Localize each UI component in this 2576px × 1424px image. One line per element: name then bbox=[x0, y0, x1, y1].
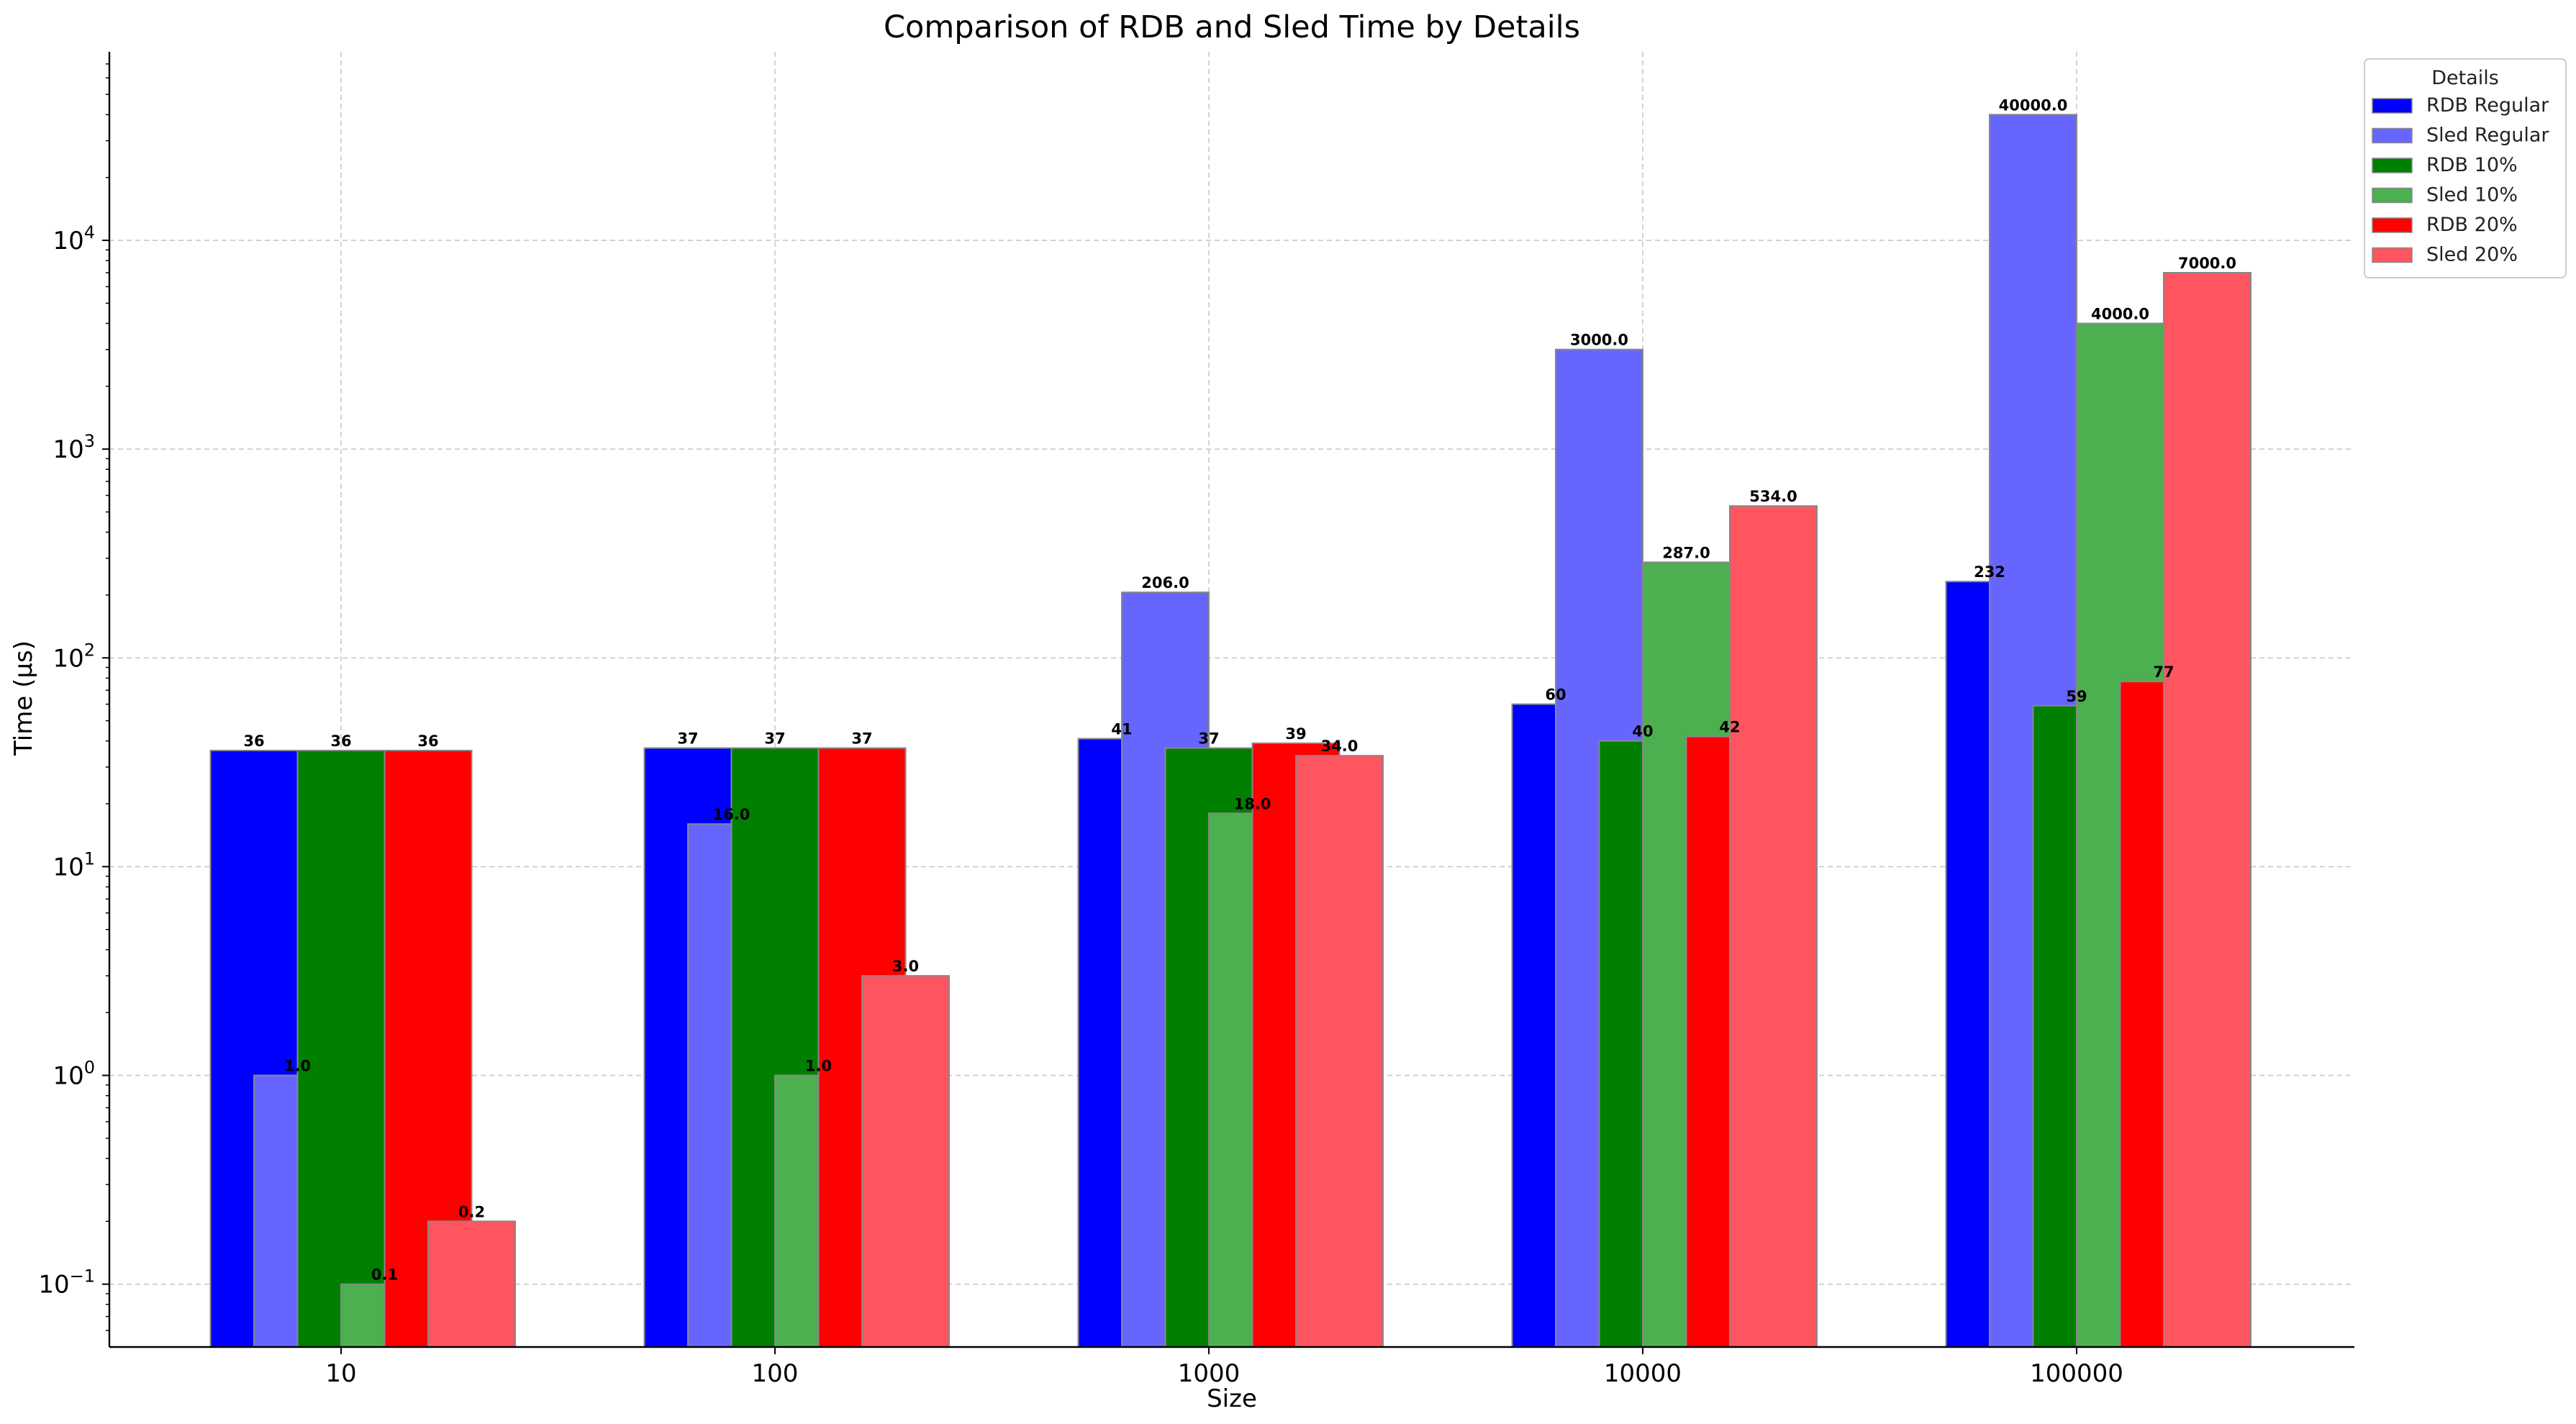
bar-value-label: 287.0 bbox=[1662, 544, 1710, 561]
bar-value-label: 40 bbox=[1632, 723, 1653, 740]
legend-entry-label: RDB Regular bbox=[2426, 94, 2549, 117]
bar-value-label: 37 bbox=[1198, 730, 1219, 748]
bar-value-label: 77 bbox=[2153, 663, 2174, 681]
y-tick-label: 103 bbox=[53, 431, 95, 464]
bar-value-label: 60 bbox=[1545, 686, 1566, 704]
legend: Details RDB Regular Sled Regular RDB 10% Sl… bbox=[2364, 58, 2567, 278]
bar-value-label: 37 bbox=[851, 730, 872, 748]
legend-swatch bbox=[2372, 127, 2413, 144]
legend-swatch bbox=[2372, 98, 2413, 114]
legend-entry-label: RDB 20% bbox=[2426, 214, 2518, 236]
bar-value-label: 34.0 bbox=[1321, 738, 1359, 755]
y-tick-label: 10−1 bbox=[38, 1266, 95, 1300]
bar-sled-20-100 bbox=[861, 975, 950, 1348]
bar-sled-20-100000 bbox=[2163, 272, 2251, 1348]
x-tick-label: 1000 bbox=[1178, 1359, 1241, 1388]
legend-swatch bbox=[2372, 217, 2413, 233]
x-tick-label: 10000 bbox=[1604, 1359, 1682, 1388]
bar-value-label: 40000.0 bbox=[1999, 96, 2068, 114]
bar-value-label: 1.0 bbox=[284, 1058, 311, 1075]
bar-value-label: 232 bbox=[1974, 563, 2005, 581]
bar-rdb-10-10 bbox=[296, 750, 386, 1348]
legend-entry-label: RDB 10% bbox=[2426, 154, 2518, 176]
bar-sled-20-1000 bbox=[1295, 755, 1384, 1348]
y-tick-label: 102 bbox=[53, 640, 95, 673]
x-axis-label: Size bbox=[1207, 1384, 1257, 1413]
bar-value-label: 0.1 bbox=[371, 1266, 398, 1284]
bar-value-label: 37 bbox=[764, 730, 785, 748]
legend-swatch bbox=[2372, 158, 2413, 173]
bar-labels: 36 1.0 36 0.1 36 0.2 37 16.0 37 1.0 37 3.0 41 206.0 37… bbox=[243, 96, 2236, 1283]
bars bbox=[209, 114, 2251, 1348]
bar-value-label: 37 bbox=[677, 730, 698, 748]
bar-value-label: 42 bbox=[1719, 719, 1740, 736]
x-tick-label: 100000 bbox=[2030, 1359, 2123, 1388]
x-tick-label: 10 bbox=[325, 1359, 356, 1388]
bar-value-label: 36 bbox=[243, 733, 264, 750]
bar-value-label: 39 bbox=[1285, 725, 1306, 743]
bar-value-label: 18.0 bbox=[1234, 795, 1271, 812]
legend-swatch bbox=[2372, 187, 2413, 204]
bar-value-label: 7000.0 bbox=[2178, 255, 2236, 272]
bar-value-label: 534.0 bbox=[1749, 488, 1797, 505]
legend-entry-label: Sled Regular bbox=[2426, 124, 2549, 147]
y-tick-label: 104 bbox=[53, 222, 95, 255]
bar-value-label: 3000.0 bbox=[1570, 332, 1628, 349]
chart-title: Comparison of RDB and Sled Time by Detai… bbox=[884, 9, 1580, 45]
bar-value-label: 16.0 bbox=[713, 806, 750, 823]
x-tick-label: 100 bbox=[752, 1359, 799, 1388]
y-tick-label: 101 bbox=[53, 848, 95, 881]
bar-value-label: 59 bbox=[2066, 688, 2087, 705]
legend-title: Details bbox=[2431, 67, 2499, 89]
y-tick-label: 100 bbox=[53, 1058, 95, 1091]
bar-sled-20-10000 bbox=[1729, 505, 1818, 1348]
bar-value-label: 36 bbox=[417, 733, 438, 750]
bar-value-label: 1.0 bbox=[805, 1058, 832, 1075]
bar-value-label: 206.0 bbox=[1141, 574, 1189, 591]
bar-value-label: 3.0 bbox=[892, 958, 919, 975]
axes: 10−1 100 101 102 103 104 10 100 1000 10000 100000 bbox=[38, 52, 2354, 1388]
legend-entry-label: Sled 20% bbox=[2426, 244, 2518, 266]
bar-value-label: 41 bbox=[1111, 721, 1132, 738]
y-axis-label: Time (µs) bbox=[9, 640, 38, 756]
bar-value-label: 4000.0 bbox=[2091, 306, 2149, 323]
bar-sled-20-10 bbox=[427, 1220, 516, 1348]
legend-swatch bbox=[2372, 247, 2413, 263]
bar-value-label: 36 bbox=[330, 733, 351, 750]
legend-box bbox=[2364, 58, 2567, 278]
legend-entry-label: Sled 10% bbox=[2426, 184, 2518, 207]
bar-value-label: 0.2 bbox=[458, 1203, 485, 1220]
